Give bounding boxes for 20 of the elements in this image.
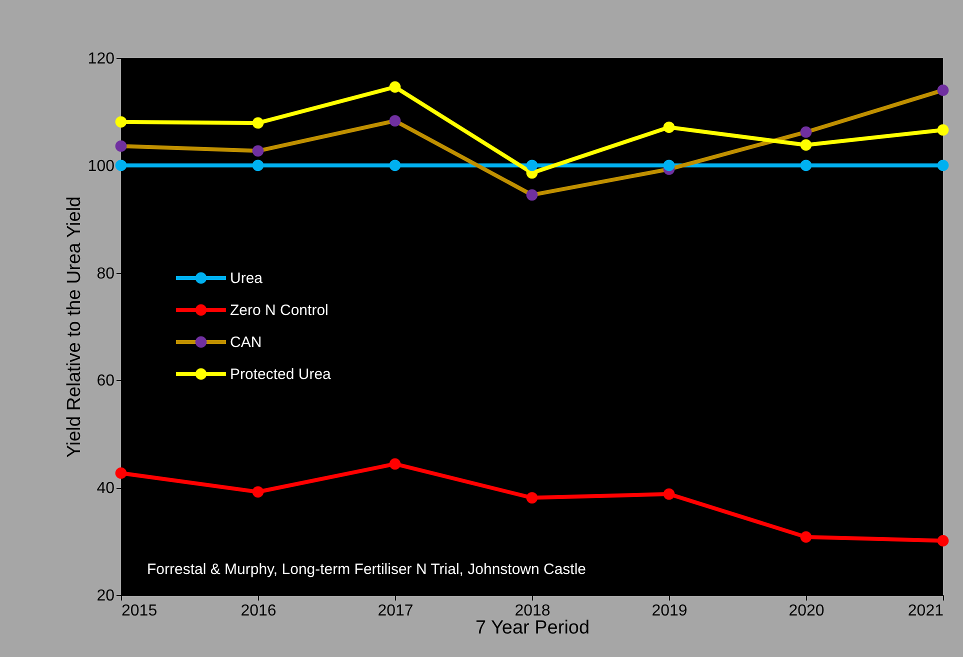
legend-label: CAN (230, 334, 262, 351)
y-tick-label: 80 (96, 265, 115, 282)
x-tick-label: 2018 (514, 602, 550, 620)
x-tick-label: 2021 (908, 602, 944, 620)
y-axis-title: Yield Relative to the Urea Yield (64, 196, 85, 458)
x-tick-label: 2016 (240, 602, 276, 620)
x-axis-title: 7 Year Period (475, 618, 590, 638)
x-tick-label: 2017 (378, 602, 414, 620)
y-tick-label: 20 (96, 588, 115, 604)
legend-label: Urea (230, 270, 264, 287)
y-tick-label: 100 (88, 158, 115, 175)
y-tick-label: 40 (96, 480, 115, 498)
y-tick-label: 60 (96, 372, 115, 390)
y-tick-label: 120 (88, 50, 115, 68)
x-tick-label: 2019 (652, 602, 688, 620)
legend-label: Zero N Control (230, 302, 328, 319)
annotation: Forrestal & Murphy, Long-term Fertiliser N Trial, Johnstown Castle (147, 561, 586, 578)
x-tick-label: 2015 (122, 602, 158, 620)
legend-label: Protected Urea (230, 366, 332, 383)
x-tick-label: 2020 (788, 602, 824, 620)
